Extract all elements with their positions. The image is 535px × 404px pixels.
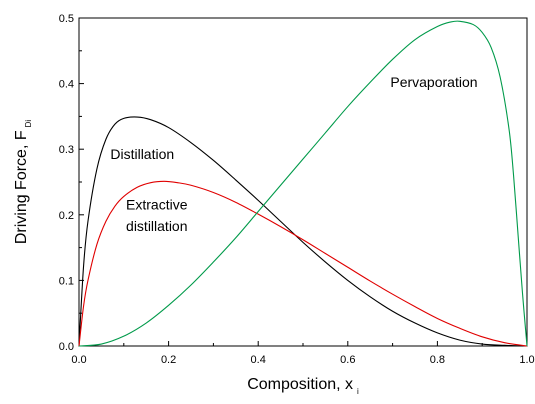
y-axis-title-main: Driving Force, F bbox=[13, 130, 30, 244]
series-line-distillation bbox=[78, 116, 528, 347]
plot-frame bbox=[78, 17, 528, 347]
y-tick-label: 0.0 bbox=[59, 341, 74, 353]
annotation-label: Pervaporation bbox=[390, 74, 477, 90]
annotations: Distillation Extractive distillation Pervap… bbox=[110, 74, 477, 234]
x-tick-label: 1.0 bbox=[519, 354, 534, 366]
y-tick-label: 0.5 bbox=[59, 13, 74, 25]
annotation-label: distillation bbox=[126, 218, 187, 234]
x-tick-label: 0.0 bbox=[71, 354, 86, 366]
series-group bbox=[78, 20, 528, 347]
y-tick-label: 0.3 bbox=[59, 144, 74, 156]
x-tick-label: 0.2 bbox=[161, 354, 176, 366]
y-tick-label: 0.1 bbox=[59, 275, 74, 287]
tick-labels: 0.0 0.2 0.4 0.6 0.8 1.0 0.0 0.1 0.2 0.3 0.4 0.5 bbox=[59, 13, 535, 366]
y-axis-title-sub: Di bbox=[24, 120, 33, 128]
x-axis-title-sub: i bbox=[357, 387, 359, 396]
ticks bbox=[78, 17, 528, 347]
series-line-pervaporation bbox=[78, 20, 528, 347]
y-tick-label: 0.2 bbox=[59, 210, 74, 222]
annotation-label: Extractive bbox=[126, 197, 188, 213]
x-tick-label: 0.6 bbox=[340, 354, 355, 366]
annotation-label: Distillation bbox=[110, 146, 174, 162]
y-tick-label: 0.4 bbox=[59, 79, 74, 91]
x-axis-title-main: Composition, x bbox=[247, 376, 353, 393]
series-line-extractive bbox=[78, 180, 528, 347]
x-tick-label: 0.4 bbox=[251, 354, 266, 366]
x-axis-title: Composition, x i bbox=[247, 376, 359, 396]
x-tick-label: 0.8 bbox=[430, 354, 445, 366]
y-axis-title: Driving Force, F Di bbox=[13, 120, 33, 245]
